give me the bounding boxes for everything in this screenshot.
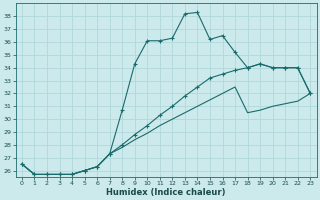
X-axis label: Humidex (Indice chaleur): Humidex (Indice chaleur) bbox=[106, 188, 226, 197]
